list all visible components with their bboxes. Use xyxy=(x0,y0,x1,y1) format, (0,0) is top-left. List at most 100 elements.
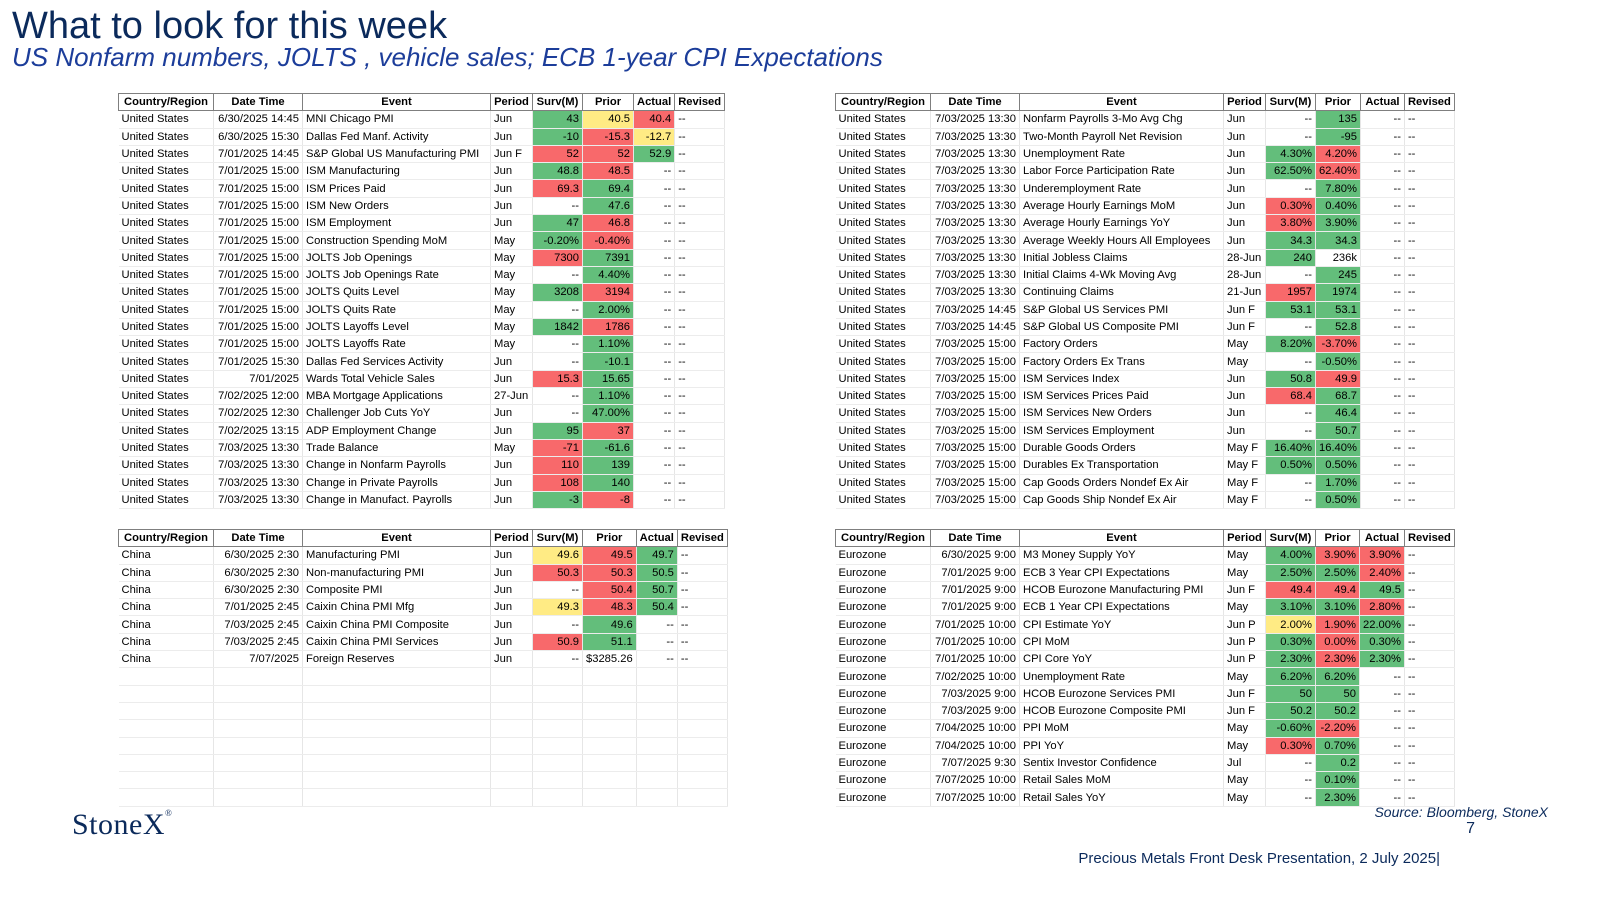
prior-cell: 52 xyxy=(582,145,634,164)
revised-cell: -- xyxy=(1404,564,1455,582)
revised-cell: -- xyxy=(677,650,728,669)
revised-cell: -- xyxy=(677,564,728,582)
country-cell: United States xyxy=(835,179,931,198)
survey-cell: -- xyxy=(1265,754,1316,773)
actual-cell: -- xyxy=(633,404,676,423)
table-row: United States 7/01/2025 15:00 JOLTS Job Op… xyxy=(118,249,726,267)
actual-cell: -- xyxy=(1360,231,1405,250)
revised-cell: -- xyxy=(1404,214,1455,233)
survey-cell: 50.2 xyxy=(1265,702,1316,721)
revised-cell: -- xyxy=(677,633,728,652)
period-cell: May xyxy=(1223,598,1266,617)
survey-cell: 108 xyxy=(532,474,583,492)
country-cell: United States xyxy=(118,352,214,371)
period-cell: May F xyxy=(1223,456,1266,475)
country-cell: United States xyxy=(118,231,214,250)
table-row: United States 7/03/2025 13:30 Trade Balanc… xyxy=(118,439,726,458)
prior-cell: 47.00% xyxy=(582,404,634,423)
prior-cell: 49.5 xyxy=(582,546,637,565)
table-row: United States 7/03/2025 13:30 Average Hour… xyxy=(835,197,1455,216)
country-cell: China xyxy=(118,581,214,600)
period-cell xyxy=(490,702,533,721)
actual-cell: -- xyxy=(1360,214,1405,233)
prior-cell xyxy=(582,719,637,738)
actual-cell: -- xyxy=(1360,145,1405,164)
event-cell xyxy=(302,667,491,686)
revised-cell: -- xyxy=(674,335,726,354)
datetime-cell: 7/03/2025 13:30 xyxy=(213,474,303,492)
country-cell: Eurozone xyxy=(835,737,931,755)
datetime-cell: 7/03/2025 14:45 xyxy=(930,301,1020,319)
actual-cell: 0.30% xyxy=(1359,633,1405,652)
country-cell: United States xyxy=(118,179,214,198)
datetime-cell: 7/01/2025 15:30 xyxy=(213,352,303,371)
survey-cell: 47 xyxy=(532,214,583,233)
datetime-cell xyxy=(213,754,303,773)
event-cell: ISM New Orders xyxy=(302,197,491,216)
prior-cell: 50.7 xyxy=(1315,422,1361,440)
actual-cell: -- xyxy=(1359,771,1405,790)
prior-cell: -8 xyxy=(582,491,634,510)
survey-cell: -- xyxy=(532,404,583,423)
period-cell: Jun xyxy=(490,546,533,565)
country-cell: United States xyxy=(118,491,214,510)
column-header: Prior xyxy=(1315,528,1360,548)
actual-cell: -- xyxy=(633,197,676,216)
actual-cell: -- xyxy=(633,387,676,406)
event-cell: JOLTS Quits Rate xyxy=(302,301,491,319)
country-cell: United States xyxy=(118,301,214,319)
datetime-cell: 7/01/2025 10:00 xyxy=(930,633,1020,652)
survey-cell xyxy=(532,771,583,790)
survey-cell xyxy=(532,737,583,755)
prior-cell xyxy=(582,771,637,790)
column-header: Revised xyxy=(1403,528,1455,548)
table-row xyxy=(118,771,728,790)
actual-cell: 52.9 xyxy=(633,145,676,164)
survey-cell: 1957 xyxy=(1265,283,1316,302)
revised-cell: -- xyxy=(674,387,726,406)
period-cell: Jun xyxy=(490,491,533,510)
revised-cell: -- xyxy=(674,404,726,423)
period-cell: Jun P xyxy=(1223,615,1266,634)
actual-cell: -- xyxy=(633,491,676,510)
revised-cell: -- xyxy=(1404,128,1455,146)
prior-cell: -3.70% xyxy=(1315,335,1361,354)
survey-cell: 50 xyxy=(1265,685,1316,703)
country-cell: United States xyxy=(835,456,931,475)
table-row: United States 7/03/2025 15:00 ISM Services… xyxy=(835,370,1455,389)
actual-cell: -- xyxy=(633,266,676,285)
datetime-cell: 7/01/2025 15:00 xyxy=(213,301,303,319)
period-cell: 27-Jun xyxy=(490,387,533,406)
table-row: United States 7/01/2025 15:00 JOLTS Quits … xyxy=(118,301,726,319)
column-header: Date Time xyxy=(213,92,303,112)
country-cell: China xyxy=(118,615,214,634)
prior-cell: 4.20% xyxy=(1315,145,1361,164)
period-cell: May xyxy=(1223,564,1266,582)
table-row: United States 7/03/2025 15:00 ISM Services… xyxy=(835,404,1455,423)
revised-cell: -- xyxy=(1404,456,1455,475)
datetime-cell: 7/01/2025 15:00 xyxy=(213,179,303,198)
table-row: China 6/30/2025 2:30 Manufacturing PMI Jun 4… xyxy=(118,546,728,565)
event-cell: PPI YoY xyxy=(1019,737,1224,755)
table-row: Eurozone 7/03/2025 9:00 HCOB Eurozone Serv… xyxy=(835,685,1455,703)
prior-cell: 1.10% xyxy=(582,335,634,354)
column-header: Surv(M) xyxy=(1265,92,1316,112)
table-row: United States 7/01/2025 15:00 ISM New Orde… xyxy=(118,197,726,216)
table-row: United States 7/03/2025 13:30 Continuing C… xyxy=(835,283,1455,302)
event-cell: Manufacturing PMI xyxy=(302,546,491,565)
table-row: United States 7/03/2025 15:00 ISM Services… xyxy=(835,422,1455,440)
table-row: China 6/30/2025 2:30 Non-manufacturing PMI… xyxy=(118,564,728,582)
survey-cell: 50.8 xyxy=(1265,370,1316,389)
event-cell: Initial Claims 4-Wk Moving Avg xyxy=(1019,266,1224,285)
table-row: United States 7/03/2025 15:00 ISM Services… xyxy=(835,387,1455,406)
survey-cell: 16.40% xyxy=(1265,439,1316,458)
actual-cell: -- xyxy=(636,615,678,634)
survey-cell: 95 xyxy=(532,422,583,440)
actual-cell: -- xyxy=(1360,318,1405,337)
country-cell: Eurozone xyxy=(835,546,931,565)
period-cell: May xyxy=(490,335,533,354)
country-cell: United States xyxy=(835,352,931,371)
column-header: Surv(M) xyxy=(532,92,583,112)
revised-cell: -- xyxy=(1404,754,1455,773)
table-row xyxy=(118,719,728,738)
